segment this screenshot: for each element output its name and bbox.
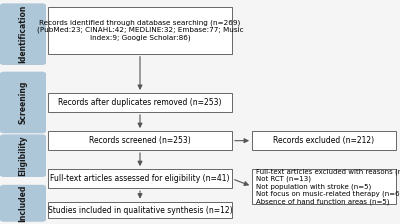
FancyBboxPatch shape	[0, 3, 46, 65]
FancyBboxPatch shape	[48, 169, 232, 188]
FancyBboxPatch shape	[48, 93, 232, 112]
Text: Records after duplicates removed (n=253): Records after duplicates removed (n=253)	[58, 98, 222, 107]
Text: Records screened (n=253): Records screened (n=253)	[89, 136, 191, 145]
FancyBboxPatch shape	[48, 202, 232, 218]
Text: Records excluded (n=212): Records excluded (n=212)	[274, 136, 374, 145]
FancyBboxPatch shape	[48, 131, 232, 150]
FancyBboxPatch shape	[252, 169, 396, 204]
FancyBboxPatch shape	[48, 7, 232, 54]
FancyBboxPatch shape	[252, 131, 396, 150]
FancyBboxPatch shape	[0, 72, 46, 133]
Text: Eligibility: Eligibility	[18, 135, 28, 176]
Text: Screening: Screening	[18, 81, 28, 124]
FancyBboxPatch shape	[0, 134, 46, 177]
Text: Included: Included	[18, 185, 28, 222]
Text: Records identified through database searching (n=269)
(PubMed:23; CINAHL:42; MED: Records identified through database sear…	[37, 19, 243, 41]
FancyBboxPatch shape	[0, 185, 46, 222]
Text: Full-text articles assessed for eligibility (n=41): Full-text articles assessed for eligibil…	[50, 174, 230, 183]
Text: Studies included in qualitative synthesis (n=12): Studies included in qualitative synthesi…	[48, 205, 232, 215]
Text: Full-text articles excluded with reasons (n=29)
Not RCT (n=13)
Not population wi: Full-text articles excluded with reasons…	[256, 168, 400, 205]
Text: Identification: Identification	[18, 5, 28, 63]
